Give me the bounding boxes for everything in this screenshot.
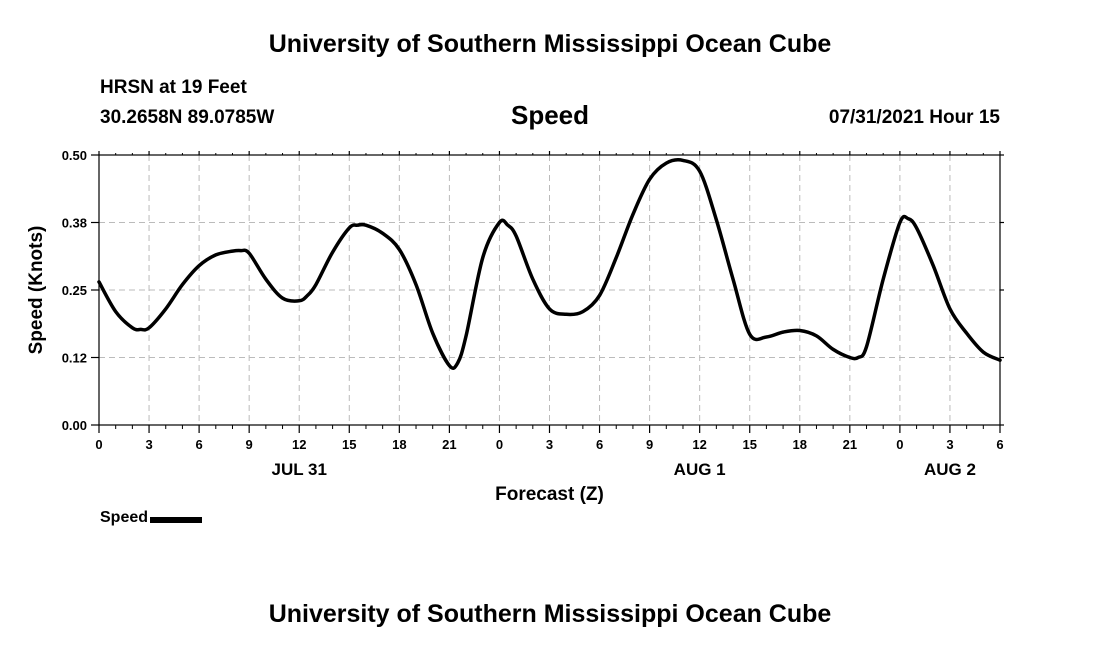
date-label: AUG 1 — [674, 460, 726, 479]
y-axis-label: Speed (Knots) — [26, 226, 47, 355]
x-tick-label: 12 — [292, 437, 306, 452]
forecast-datetime: 07/31/2021 Hour 15 — [828, 107, 1000, 128]
y-tick-label: 0.12 — [62, 351, 87, 366]
x-tick-label: 6 — [596, 437, 603, 452]
x-tick-label: 18 — [392, 437, 406, 452]
x-tick-label: 0 — [95, 437, 102, 452]
y-tick-label: 0.00 — [62, 418, 87, 433]
tick-labels: 0 3 6 9 12 15 18 21 0 3 6 9 12 15 18 21 0 3 6 0.00 0.12 0.25 0… — [62, 148, 1004, 479]
station-label: HRSN at 19 Feet — [100, 77, 247, 98]
x-tick-label: 12 — [692, 437, 706, 452]
x-tick-label: 9 — [246, 437, 253, 452]
x-tick-label: 6 — [195, 437, 202, 452]
y-tick-label: 0.38 — [62, 216, 87, 231]
x-tick-label: 3 — [546, 437, 553, 452]
x-tick-label: 21 — [843, 437, 857, 452]
x-tick-label: 18 — [793, 437, 807, 452]
y-tick-label: 0.50 — [62, 148, 87, 163]
x-tick-label: 9 — [646, 437, 653, 452]
chart-title: Speed — [510, 100, 590, 130]
grid — [99, 155, 1000, 425]
x-tick-label: 21 — [442, 437, 456, 452]
x-tick-label: 3 — [145, 437, 152, 452]
date-label: AUG 2 — [924, 460, 976, 479]
x-tick-label: 0 — [496, 437, 503, 452]
x-tick-label: 15 — [742, 437, 756, 452]
date-label: JUL 31 — [271, 460, 326, 479]
legend: Speed — [100, 509, 203, 527]
bottom-title: University of Southern Mississippi Ocean… — [268, 600, 832, 628]
top-title: University of Southern Mississippi Ocean… — [268, 30, 832, 58]
x-axis-label: Forecast (Z) — [495, 484, 604, 505]
coordinates-label: 30.2658N 89.0785W — [100, 107, 275, 128]
y-tick-label: 0.25 — [62, 283, 87, 298]
x-tick-label: 3 — [946, 437, 953, 452]
x-tick-label: 0 — [896, 437, 903, 452]
axis-ticks — [91, 151, 1004, 433]
legend-swatch — [150, 516, 203, 523]
x-tick-label: 6 — [996, 437, 1003, 452]
legend-label: Speed — [100, 509, 149, 526]
x-tick-label: 15 — [342, 437, 356, 452]
speed-series-line — [97, 158, 1002, 370]
